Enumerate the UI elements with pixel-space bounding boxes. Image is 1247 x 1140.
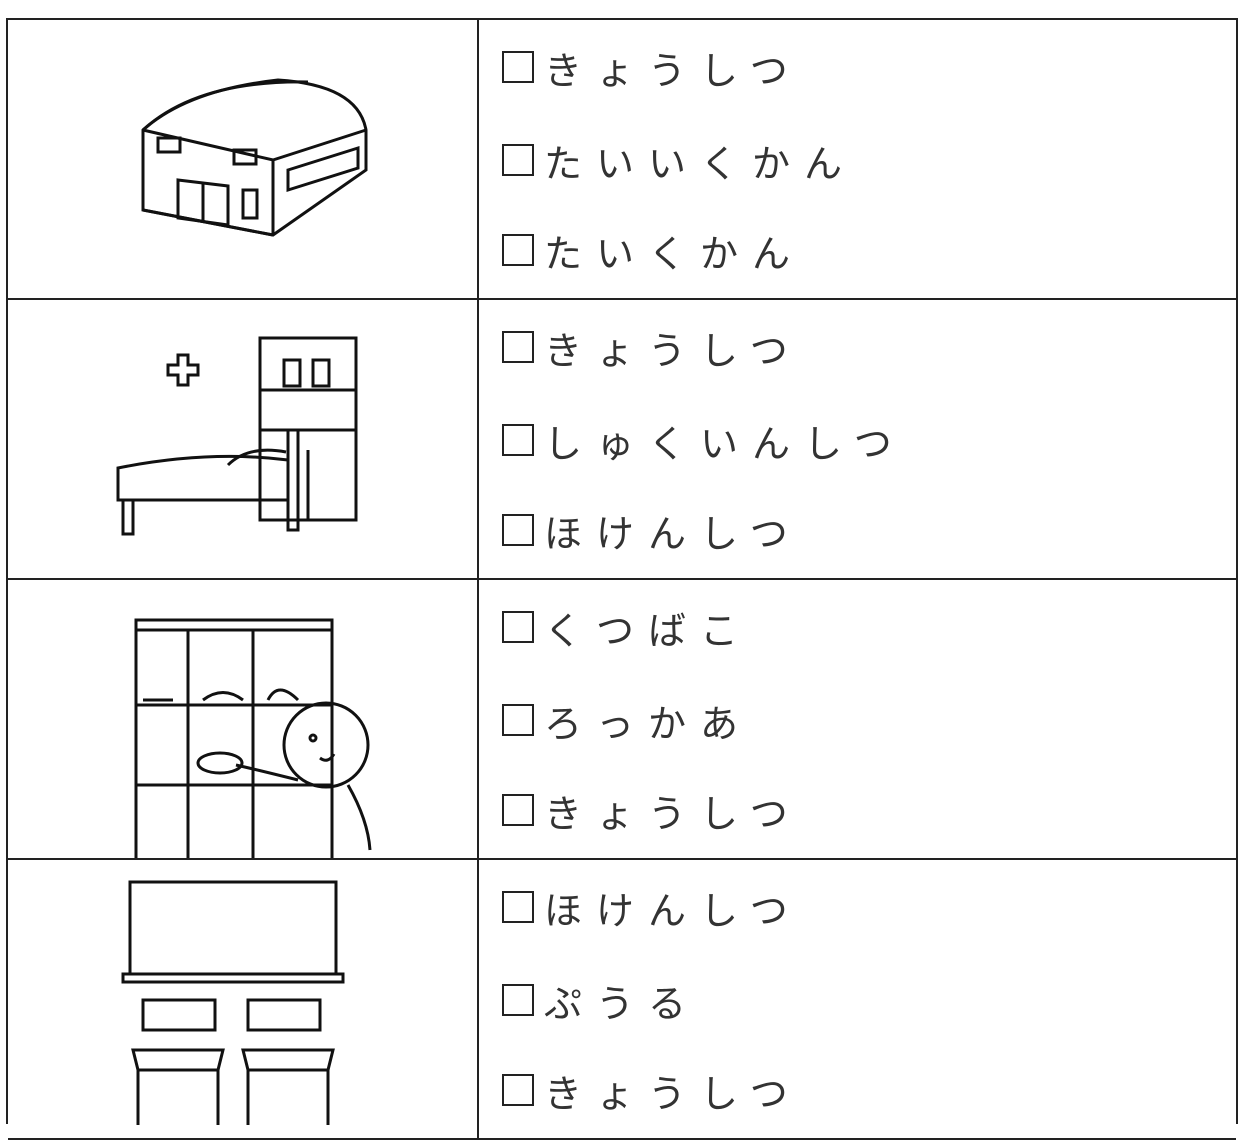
shoe-box-illustration: [134, 618, 372, 858]
picture-cell: [8, 580, 479, 858]
question-row: くつばころっかあきょうしつ: [8, 580, 1236, 860]
picture-cell: [8, 860, 479, 1138]
classroom-illustration: [121, 880, 345, 1125]
option: きょうしつ: [502, 785, 802, 836]
checkbox: [502, 234, 534, 266]
option-text: きょうしつ: [544, 48, 802, 93]
option: きょうしつ: [502, 42, 802, 93]
worksheet-table: きょうしつ たいいくかん たいくかん きょうしつ しゅくいんしつ ほけんしつ: [6, 18, 1238, 1140]
checkbox: [502, 51, 534, 83]
option-text: たいいくかん: [544, 141, 857, 186]
checkbox: [502, 704, 534, 736]
checkbox: [502, 611, 534, 643]
option-text: きょうしつ: [544, 791, 802, 836]
checkbox: [502, 514, 534, 546]
picture-cell: [8, 20, 479, 298]
question-row: ほけんしつぷうるきょうしつ: [8, 860, 1236, 1140]
option: ぷうる: [502, 975, 701, 1026]
option: たいいくかん: [502, 135, 857, 186]
option-text: きょうしつ: [544, 1071, 802, 1116]
checkbox: [502, 984, 534, 1016]
question-row: きょうしつたいいくかん たいくかん: [8, 20, 1236, 300]
checkbox: [502, 331, 534, 363]
option: きょうしつ: [502, 322, 802, 373]
checkbox: [502, 794, 534, 826]
option-text: ろっかあ: [544, 701, 753, 746]
option: きょうしつ: [502, 1065, 802, 1116]
gym-illustration: [141, 78, 368, 237]
option: ほけんしつ: [502, 505, 802, 556]
picture-cell: [8, 300, 479, 578]
option: ほけんしつ: [502, 882, 802, 933]
option: しゅくいんしつ: [502, 415, 906, 466]
option-text: ほけんしつ: [544, 511, 802, 556]
checkbox: [502, 424, 534, 456]
checkbox: [502, 891, 534, 923]
option: ろっかあ: [502, 695, 753, 746]
option-text: しゅくいんしつ: [544, 421, 906, 466]
checkbox: [502, 1074, 534, 1106]
option: くつばこ: [502, 602, 753, 653]
option-text: ほけんしつ: [544, 888, 802, 933]
checkbox: [502, 144, 534, 176]
option-text: たいくかん: [544, 231, 805, 276]
nurse-room-illustration: [116, 336, 358, 536]
option-text: ぷうる: [544, 981, 701, 1026]
question-row: きょうしつしゅくいんしつ ほけんしつ: [8, 300, 1236, 580]
option: たいくかん: [502, 225, 805, 276]
option-text: くつばこ: [544, 608, 753, 653]
option-text: きょうしつ: [544, 328, 802, 373]
